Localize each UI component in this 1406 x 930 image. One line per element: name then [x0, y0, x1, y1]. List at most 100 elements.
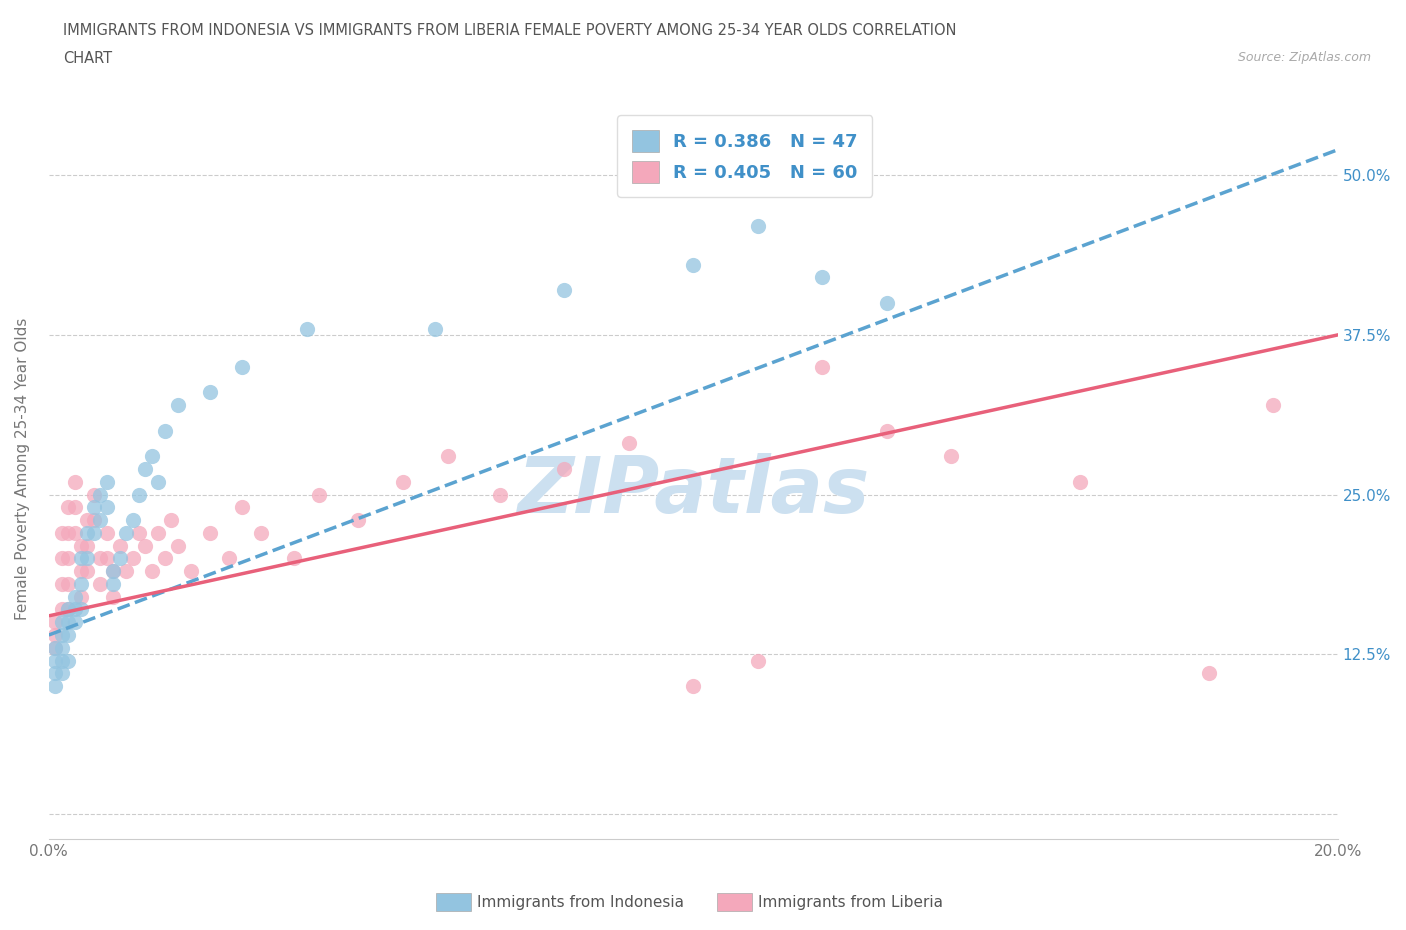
Point — [83, 525, 105, 540]
Point — [617, 436, 640, 451]
Point — [141, 449, 163, 464]
Point — [811, 270, 834, 285]
Point — [103, 564, 125, 578]
Point — [63, 590, 86, 604]
Point — [1263, 398, 1285, 413]
Point — [56, 653, 79, 668]
Point — [70, 602, 93, 617]
Point — [1198, 666, 1220, 681]
Point — [308, 487, 330, 502]
Point — [44, 628, 66, 643]
Point — [56, 551, 79, 565]
Point — [44, 615, 66, 630]
Point — [153, 423, 176, 438]
Point — [51, 653, 73, 668]
Point — [96, 551, 118, 565]
Text: IMMIGRANTS FROM INDONESIA VS IMMIGRANTS FROM LIBERIA FEMALE POVERTY AMONG 25-34 : IMMIGRANTS FROM INDONESIA VS IMMIGRANTS … — [63, 23, 956, 38]
Point — [939, 449, 962, 464]
Point — [682, 679, 704, 694]
Point — [56, 500, 79, 515]
Point — [83, 500, 105, 515]
Point — [70, 577, 93, 591]
Text: Source: ZipAtlas.com: Source: ZipAtlas.com — [1237, 51, 1371, 64]
Point — [70, 590, 93, 604]
Y-axis label: Female Poverty Among 25-34 Year Olds: Female Poverty Among 25-34 Year Olds — [15, 318, 30, 620]
Point — [347, 512, 370, 527]
Point — [96, 525, 118, 540]
Point — [876, 296, 898, 311]
Point — [141, 564, 163, 578]
Point — [218, 551, 240, 565]
Point — [250, 525, 273, 540]
Point — [108, 538, 131, 553]
Point — [56, 525, 79, 540]
Point — [83, 487, 105, 502]
Point — [103, 577, 125, 591]
Point — [103, 590, 125, 604]
Point — [51, 628, 73, 643]
Point — [51, 641, 73, 656]
Point — [96, 474, 118, 489]
Point — [44, 679, 66, 694]
Text: Immigrants from Liberia: Immigrants from Liberia — [758, 895, 943, 910]
Point — [198, 525, 221, 540]
Point — [103, 564, 125, 578]
Point — [63, 602, 86, 617]
Point — [160, 512, 183, 527]
Point — [553, 461, 575, 476]
Point — [51, 615, 73, 630]
Point — [70, 538, 93, 553]
Point — [811, 359, 834, 374]
Point — [63, 615, 86, 630]
Point — [425, 321, 447, 336]
Point — [295, 321, 318, 336]
Point — [553, 283, 575, 298]
Point — [747, 219, 769, 233]
Point — [56, 628, 79, 643]
Legend: R = 0.386   N = 47, R = 0.405   N = 60: R = 0.386 N = 47, R = 0.405 N = 60 — [617, 115, 872, 197]
Point — [128, 487, 150, 502]
Point — [56, 602, 79, 617]
Point — [70, 551, 93, 565]
Point — [134, 461, 156, 476]
Point — [44, 641, 66, 656]
Point — [231, 359, 253, 374]
Text: Immigrants from Indonesia: Immigrants from Indonesia — [477, 895, 683, 910]
Point — [51, 666, 73, 681]
Point — [89, 551, 111, 565]
Point — [76, 551, 98, 565]
Point — [180, 564, 202, 578]
Point — [89, 487, 111, 502]
Point — [89, 577, 111, 591]
Point — [121, 551, 143, 565]
Point — [437, 449, 460, 464]
Point — [1069, 474, 1091, 489]
Point — [56, 602, 79, 617]
Point — [682, 258, 704, 272]
Point — [51, 577, 73, 591]
Point — [83, 512, 105, 527]
Point — [876, 423, 898, 438]
Point — [63, 474, 86, 489]
Point — [44, 641, 66, 656]
Point — [76, 525, 98, 540]
Point — [76, 512, 98, 527]
Point — [198, 385, 221, 400]
Point — [128, 525, 150, 540]
Point — [148, 525, 170, 540]
Point — [115, 564, 138, 578]
Text: ZIPatlas: ZIPatlas — [517, 453, 869, 529]
Point — [51, 551, 73, 565]
Point — [89, 512, 111, 527]
Point — [392, 474, 415, 489]
Point — [166, 398, 188, 413]
Point — [44, 653, 66, 668]
Point — [63, 500, 86, 515]
Point — [747, 653, 769, 668]
Point — [489, 487, 512, 502]
Point — [148, 474, 170, 489]
Point — [96, 500, 118, 515]
Point — [76, 564, 98, 578]
Text: CHART: CHART — [63, 51, 112, 66]
Point — [63, 525, 86, 540]
